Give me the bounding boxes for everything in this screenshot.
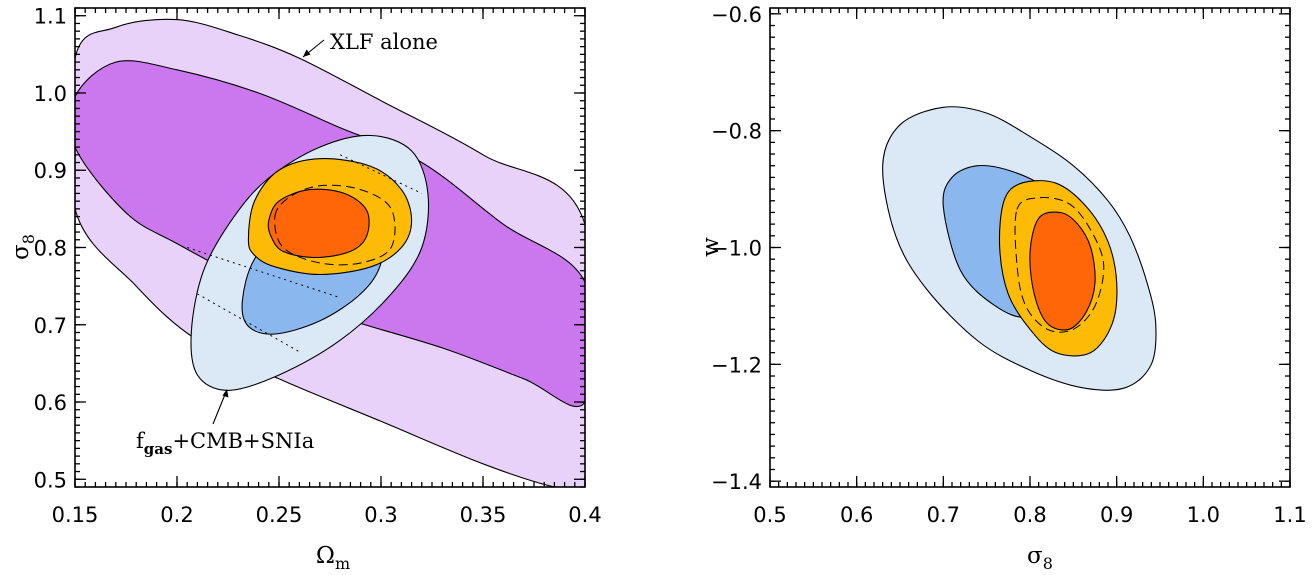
dashed-contour [274,184,396,266]
left-contour-lines [187,154,423,353]
x-tick-label: 0.7 [927,503,960,527]
svg-text:Ωm: Ωm [316,543,350,573]
left-y-axis-label: σ8 [8,234,38,260]
y-tick-label: 0.7 [34,314,67,338]
y-tick-label: −0.6 [711,3,762,27]
right-ticks: 0.5 0.6 0.7 0.8 0.9 1.0 1.1 −1.4 −1.2 −1.0 −0.8 −0.… [711,3,1307,527]
x-tick-label: 0.2 [160,503,193,527]
right-x-axis-label: σ8 [1027,543,1053,573]
y-tick-label: 0.5 [34,468,67,492]
left-x-axis-label: Ωm [316,543,350,573]
xlf-arrow-head [303,49,311,57]
svg-text:w: w [698,237,724,257]
svg-text:fgas+CMB+SNIa: fgas+CMB+SNIa [136,429,314,458]
right-contour-fills [882,106,1157,391]
x-tick-label: 0.4 [568,503,601,527]
y-tick-label: −0.8 [711,120,762,144]
y-tick-label: 0.9 [34,159,67,183]
right-contour-lines [1014,197,1105,333]
right-panel: 0.5 0.6 0.7 0.8 0.9 1.0 1.1 −1.4 −1.2 −1.0 −0.8 −0.… [698,3,1307,573]
x-tick-label: 0.25 [256,503,303,527]
y-tick-label: 0.6 [34,391,67,415]
y-tick-label: 1.0 [34,82,67,106]
x-tick-label: 0.15 [52,503,99,527]
x-tick-label: 0.6 [840,503,873,527]
fgas-arrow-head [222,389,229,398]
right-plot-frame [769,7,1291,488]
y-tick-label: 0.8 [34,237,67,261]
x-tick-label: 0.8 [1013,503,1046,527]
x-tick-label: 0.3 [364,503,397,527]
y-tick-label: 1.1 [34,5,67,29]
x-tick-label: 0.9 [1100,503,1133,527]
dotted-line [197,293,300,353]
x-tick-label: 0.5 [753,503,786,527]
left-contour-fills [75,18,585,487]
y-tick-label: −1.0 [711,237,762,261]
right-y-axis-label: w [698,237,724,257]
contour-tight-inner [267,188,370,259]
contour-orange-inner [1029,211,1096,331]
x-tick-label: 1.0 [1187,503,1220,527]
dashed-contour [1014,197,1105,333]
y-tick-label: −1.2 [711,353,762,377]
x-tick-label: 1.1 [1273,503,1306,527]
fgas-arrow-shaft [212,391,227,425]
left-ticks: 0.15 0.2 0.25 0.3 0.35 0.4 0.5 0.6 0.7 0.8 0.9 1.0 1… [34,5,602,527]
x-tick-label: 0.35 [460,503,507,527]
svg-text:XLF alone: XLF alone [330,30,438,54]
left-panel: 0.15 0.2 0.25 0.3 0.35 0.4 0.5 0.6 0.7 0.8 0.9 1.0 1… [8,5,602,573]
left-plot-frame [74,7,586,488]
xlf-alone-annotation: XLF alone [302,30,438,58]
svg-text:σ8: σ8 [1027,543,1053,573]
svg-text:σ8: σ8 [8,234,38,260]
y-tick-label: −1.4 [711,470,762,494]
fgas-cmb-snia-annotation: fgas+CMB+SNIa [136,389,314,458]
